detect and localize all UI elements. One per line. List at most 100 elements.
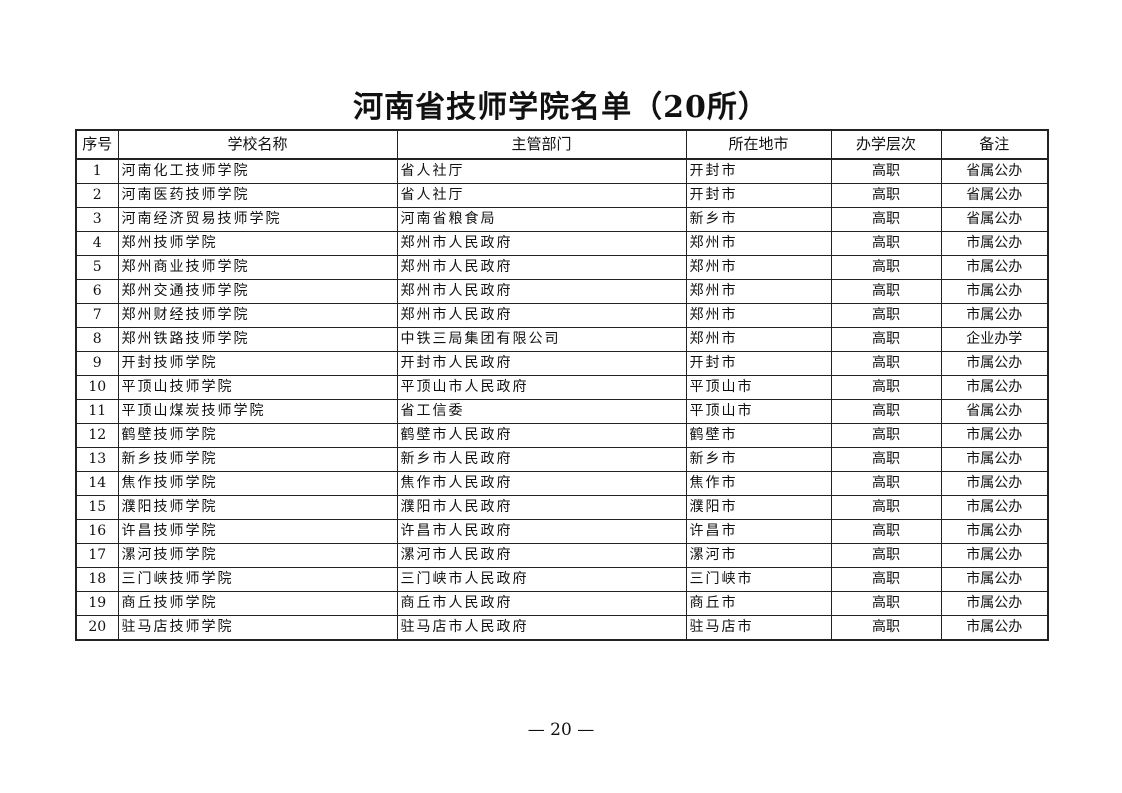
cell-level: 高职 — [830, 447, 942, 472]
cell-index: 8 — [75, 327, 119, 352]
cell-school-name: 许昌技师学院 — [117, 519, 398, 544]
cell-city: 郑州市 — [685, 327, 832, 352]
cell-index: 10 — [75, 375, 119, 400]
cell-city: 郑州市 — [685, 279, 832, 304]
cell-level: 高职 — [830, 519, 942, 544]
cell-city: 新乡市 — [685, 207, 832, 232]
cell-index: 12 — [75, 423, 119, 448]
cell-authority: 三门峡市人民政府 — [396, 567, 687, 592]
cell-remark: 市属公办 — [940, 255, 1049, 280]
cell-index: 4 — [75, 231, 119, 256]
cell-authority: 郑州市人民政府 — [396, 279, 687, 304]
table-row: 6 郑州交通技师学院 郑州市人民政府 郑州市 高职 市属公办 — [75, 279, 1049, 304]
cell-authority: 郑州市人民政府 — [396, 231, 687, 256]
cell-authority: 河南省粮食局 — [396, 207, 687, 232]
cell-school-name: 河南医药技师学院 — [117, 183, 398, 208]
table-row: 7 郑州财经技师学院 郑州市人民政府 郑州市 高职 市属公办 — [75, 303, 1049, 328]
cell-authority: 鹤壁市人民政府 — [396, 423, 687, 448]
cell-remark: 市属公办 — [940, 351, 1049, 376]
cell-remark: 市属公办 — [940, 231, 1049, 256]
cell-level: 高职 — [830, 231, 942, 256]
cell-remark: 市属公办 — [940, 591, 1049, 616]
cell-school-name: 郑州铁路技师学院 — [117, 327, 398, 352]
cell-level: 高职 — [830, 543, 942, 568]
cell-remark: 市属公办 — [940, 519, 1049, 544]
cell-index: 13 — [75, 447, 119, 472]
cell-city: 开封市 — [685, 158, 832, 184]
cell-remark: 市属公办 — [940, 471, 1049, 496]
table-row: 18 三门峡技师学院 三门峡市人民政府 三门峡市 高职 市属公办 — [75, 567, 1049, 592]
table-row: 10 平顶山技师学院 平顶山市人民政府 平顶山市 高职 市属公办 — [75, 375, 1049, 400]
cell-school-name: 驻马店技师学院 — [117, 615, 398, 641]
table-row: 15 濮阳技师学院 濮阳市人民政府 濮阳市 高职 市属公办 — [75, 495, 1049, 520]
school-list-table: 序号 学校名称 主管部门 所在地市 办学层次 备注 1 河南化工技师学院 省人社厅 开封市 高职省… — [75, 129, 1049, 641]
cell-authority: 平顶山市人民政府 — [396, 375, 687, 400]
table-row: 17 漯河技师学院 漯河市人民政府 漯河市 高职 市属公办 — [75, 543, 1049, 568]
cell-level: 高职 — [830, 471, 942, 496]
table-row: 8 郑州铁路技师学院 中铁三局集团有限公司 郑州市 高职 企业办学 — [75, 327, 1049, 352]
cell-level: 高职 — [830, 375, 942, 400]
cell-school-name: 濮阳技师学院 — [117, 495, 398, 520]
cell-school-name: 三门峡技师学院 — [117, 567, 398, 592]
cell-city: 漯河市 — [685, 543, 832, 568]
cell-index: 5 — [75, 255, 119, 280]
cell-school-name: 郑州交通技师学院 — [117, 279, 398, 304]
cell-level: 高职 — [830, 279, 942, 304]
cell-remark: 市属公办 — [940, 567, 1049, 592]
table-header-row: 序号 学校名称 主管部门 所在地市 办学层次 备注 — [75, 129, 1049, 160]
header-index: 序号 — [75, 129, 119, 160]
cell-authority: 省工信委 — [396, 399, 687, 424]
table-row: 5 郑州商业技师学院 郑州市人民政府 郑州市 高职 市属公办 — [75, 255, 1049, 280]
cell-level: 高职 — [830, 351, 942, 376]
table-row: 13 新乡技师学院 新乡市人民政府 新乡市 高职 市属公办 — [75, 447, 1049, 472]
cell-school-name: 鹤壁技师学院 — [117, 423, 398, 448]
cell-remark: 省属公办 — [940, 158, 1049, 184]
cell-city: 焦作市 — [685, 471, 832, 496]
cell-level: 高职 — [830, 423, 942, 448]
cell-index: 14 — [75, 471, 119, 496]
cell-level: 高职 — [830, 158, 942, 184]
cell-remark: 省属公办 — [940, 183, 1049, 208]
cell-remark: 市属公办 — [940, 447, 1049, 472]
table-row: 9 开封技师学院 开封市人民政府 开封市 高职 市属公办 — [75, 351, 1049, 376]
cell-remark: 市属公办 — [940, 543, 1049, 568]
cell-school-name: 郑州财经技师学院 — [117, 303, 398, 328]
cell-index: 6 — [75, 279, 119, 304]
cell-school-name: 平顶山煤炭技师学院 — [117, 399, 398, 424]
cell-index: 19 — [75, 591, 119, 616]
cell-school-name: 河南经济贸易技师学院 — [117, 207, 398, 232]
cell-school-name: 焦作技师学院 — [117, 471, 398, 496]
cell-school-name: 新乡技师学院 — [117, 447, 398, 472]
cell-index: 2 — [75, 183, 119, 208]
table-row: 2 河南医药技师学院 省人社厅 开封市 高职 省属公办 — [75, 183, 1049, 208]
cell-level: 高职 — [830, 495, 942, 520]
cell-authority: 漯河市人民政府 — [396, 543, 687, 568]
cell-school-name: 郑州商业技师学院 — [117, 255, 398, 280]
header-remark: 备注 — [940, 129, 1049, 160]
header-authority: 主管部门 — [396, 129, 687, 160]
cell-city: 平顶山市 — [685, 399, 832, 424]
cell-authority: 焦作市人民政府 — [396, 471, 687, 496]
table-row: 1 河南化工技师学院 省人社厅 开封市 高职 省属公办 — [75, 158, 1049, 184]
cell-remark: 省属公办 — [940, 399, 1049, 424]
cell-authority: 中铁三局集团有限公司 — [396, 327, 687, 352]
cell-level: 高职 — [830, 399, 942, 424]
cell-authority: 新乡市人民政府 — [396, 447, 687, 472]
table-row: 20 驻马店技师学院 驻马店市人民政府 驻马店市 高职 市属公办 — [75, 615, 1049, 641]
header-school-name: 学校名称 — [117, 129, 398, 160]
header-level: 办学层次 — [830, 129, 942, 160]
cell-authority: 商丘市人民政府 — [396, 591, 687, 616]
cell-remark: 市属公办 — [940, 375, 1049, 400]
header-city: 所在地市 — [685, 129, 832, 160]
cell-city: 郑州市 — [685, 231, 832, 256]
cell-city: 驻马店市 — [685, 615, 832, 641]
cell-city: 濮阳市 — [685, 495, 832, 520]
cell-school-name: 漯河技师学院 — [117, 543, 398, 568]
cell-level: 高职 — [830, 303, 942, 328]
cell-remark: 市属公办 — [940, 303, 1049, 328]
cell-city: 商丘市 — [685, 591, 832, 616]
cell-remark: 市属公办 — [940, 495, 1049, 520]
cell-city: 开封市 — [685, 183, 832, 208]
cell-authority: 濮阳市人民政府 — [396, 495, 687, 520]
cell-index: 17 — [75, 543, 119, 568]
